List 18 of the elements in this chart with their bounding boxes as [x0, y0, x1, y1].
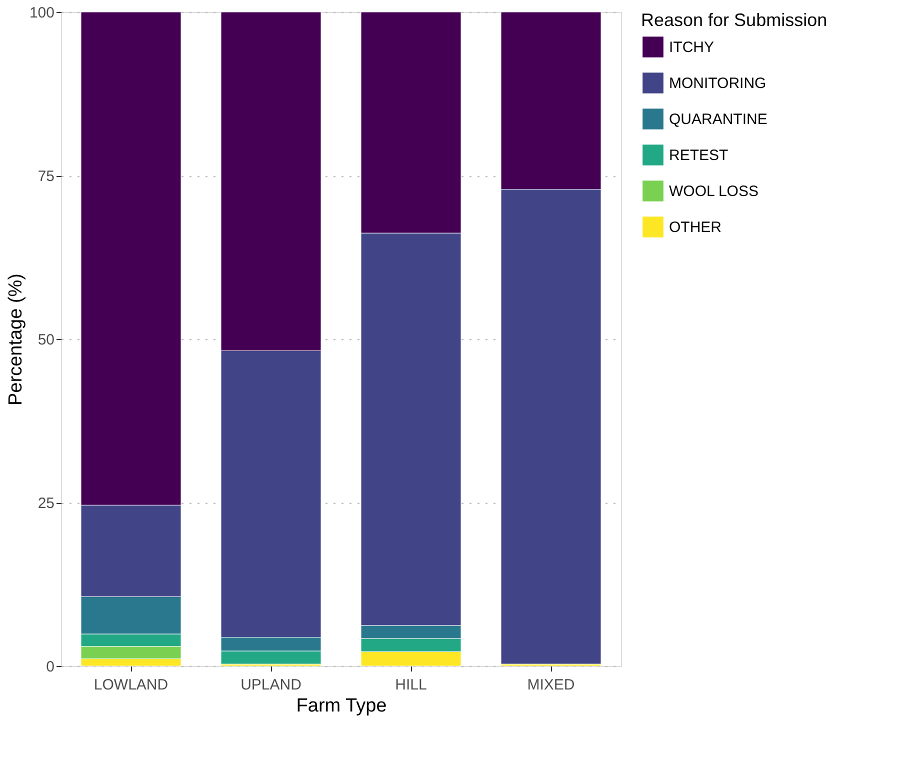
legend-title: Reason for Submission — [641, 10, 828, 30]
y-tick-label: 50 — [38, 332, 54, 348]
y-tick-label: 25 — [38, 495, 54, 512]
y-tick-label: 75 — [38, 168, 54, 185]
x-tick-label: LOWLAND — [94, 676, 168, 694]
legend-label: MONITORING — [669, 75, 766, 92]
legend-label: ITCHY — [669, 39, 714, 56]
x-tick-label: UPLAND — [240, 676, 302, 694]
legend-label: WOOL LOSS — [669, 183, 758, 200]
y-tick-label: 100 — [29, 4, 54, 22]
x-tick-label: MIXED — [527, 676, 575, 694]
x-tick-label: HILL — [395, 676, 427, 694]
x-axis-title: Farm Type — [296, 696, 387, 716]
legend-label: RETEST — [669, 147, 728, 164]
y-tick-label: 0 — [46, 658, 54, 676]
legend-label: QUARANTINE — [669, 111, 768, 128]
legend-label: OTHER — [669, 219, 722, 236]
y-axis-title: Percentage (%) — [5, 273, 26, 406]
